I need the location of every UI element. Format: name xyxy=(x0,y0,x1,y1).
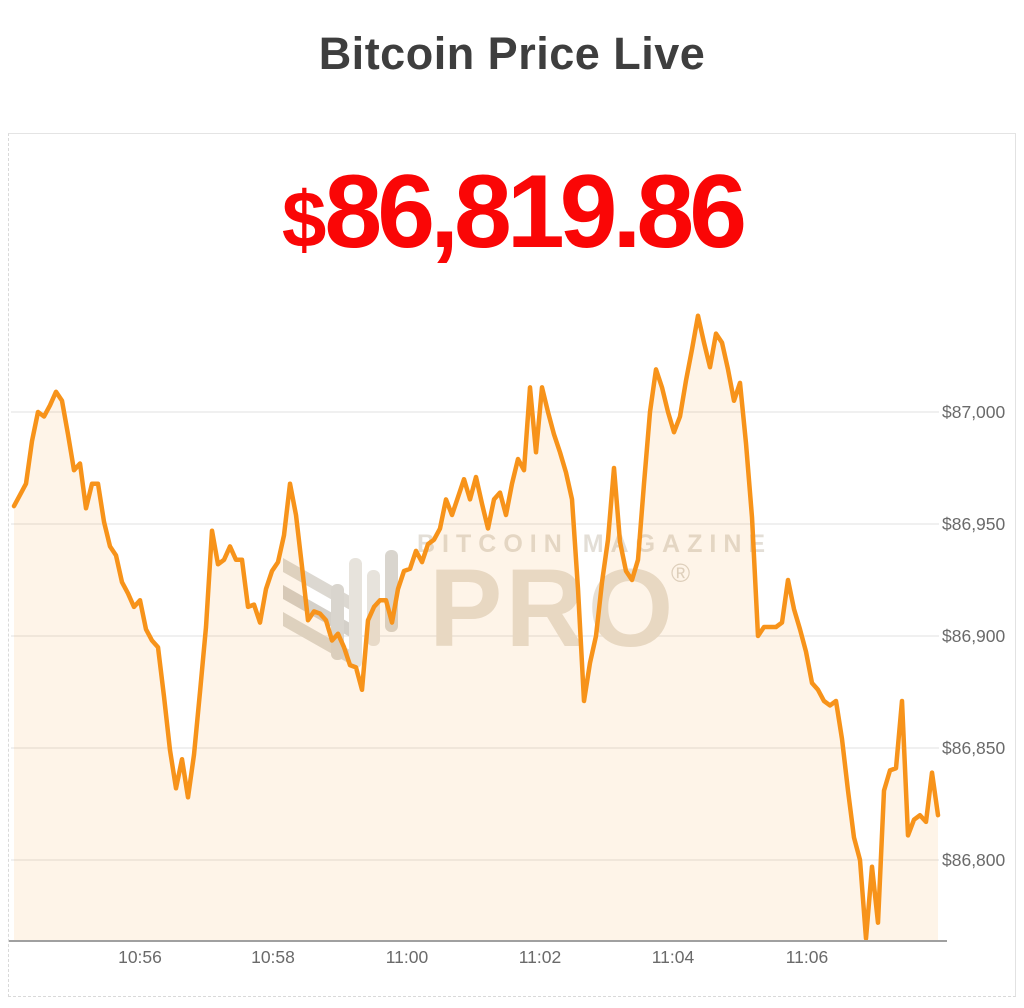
price-chart[interactable]: BITCOIN MAGAZINE PRO ® xyxy=(9,134,1015,996)
gridlines-layer xyxy=(11,411,939,861)
x-axis-label: 11:04 xyxy=(651,947,695,967)
y-axis-label: $86,950 xyxy=(942,514,1006,534)
currency-symbol: $ xyxy=(281,175,326,264)
watermark-text-pro: PRO xyxy=(429,547,676,670)
x-axis-label: 11:06 xyxy=(785,947,829,967)
y-axis-label: $86,800 xyxy=(942,850,1006,870)
x-axis-label: 11:02 xyxy=(518,947,562,967)
watermark-text-line1: BITCOIN MAGAZINE xyxy=(417,530,772,558)
chart-card: $86,819.86 BITCOIN MAGAZINE PRO ® $87,00… xyxy=(8,133,1016,997)
y-axis-label: $87,000 xyxy=(942,402,1006,422)
y-axis-label: $86,850 xyxy=(942,738,1006,758)
price-area-fill xyxy=(14,315,938,941)
live-price: $86,819.86 xyxy=(9,160,1015,264)
y-axis-label: $86,900 xyxy=(942,626,1006,646)
x-axis-label: 10:58 xyxy=(251,947,295,967)
page-title: Bitcoin Price Live xyxy=(318,28,706,79)
registered-mark-icon: ® xyxy=(671,558,690,588)
watermark-logo-bar xyxy=(349,558,362,668)
price-line xyxy=(11,313,941,941)
price-value: 86,819.86 xyxy=(324,154,747,270)
x-axis-label: 10:56 xyxy=(118,947,162,967)
watermark: BITCOIN MAGAZINE PRO ® xyxy=(283,530,772,670)
x-axis-label: 11:00 xyxy=(385,947,429,967)
